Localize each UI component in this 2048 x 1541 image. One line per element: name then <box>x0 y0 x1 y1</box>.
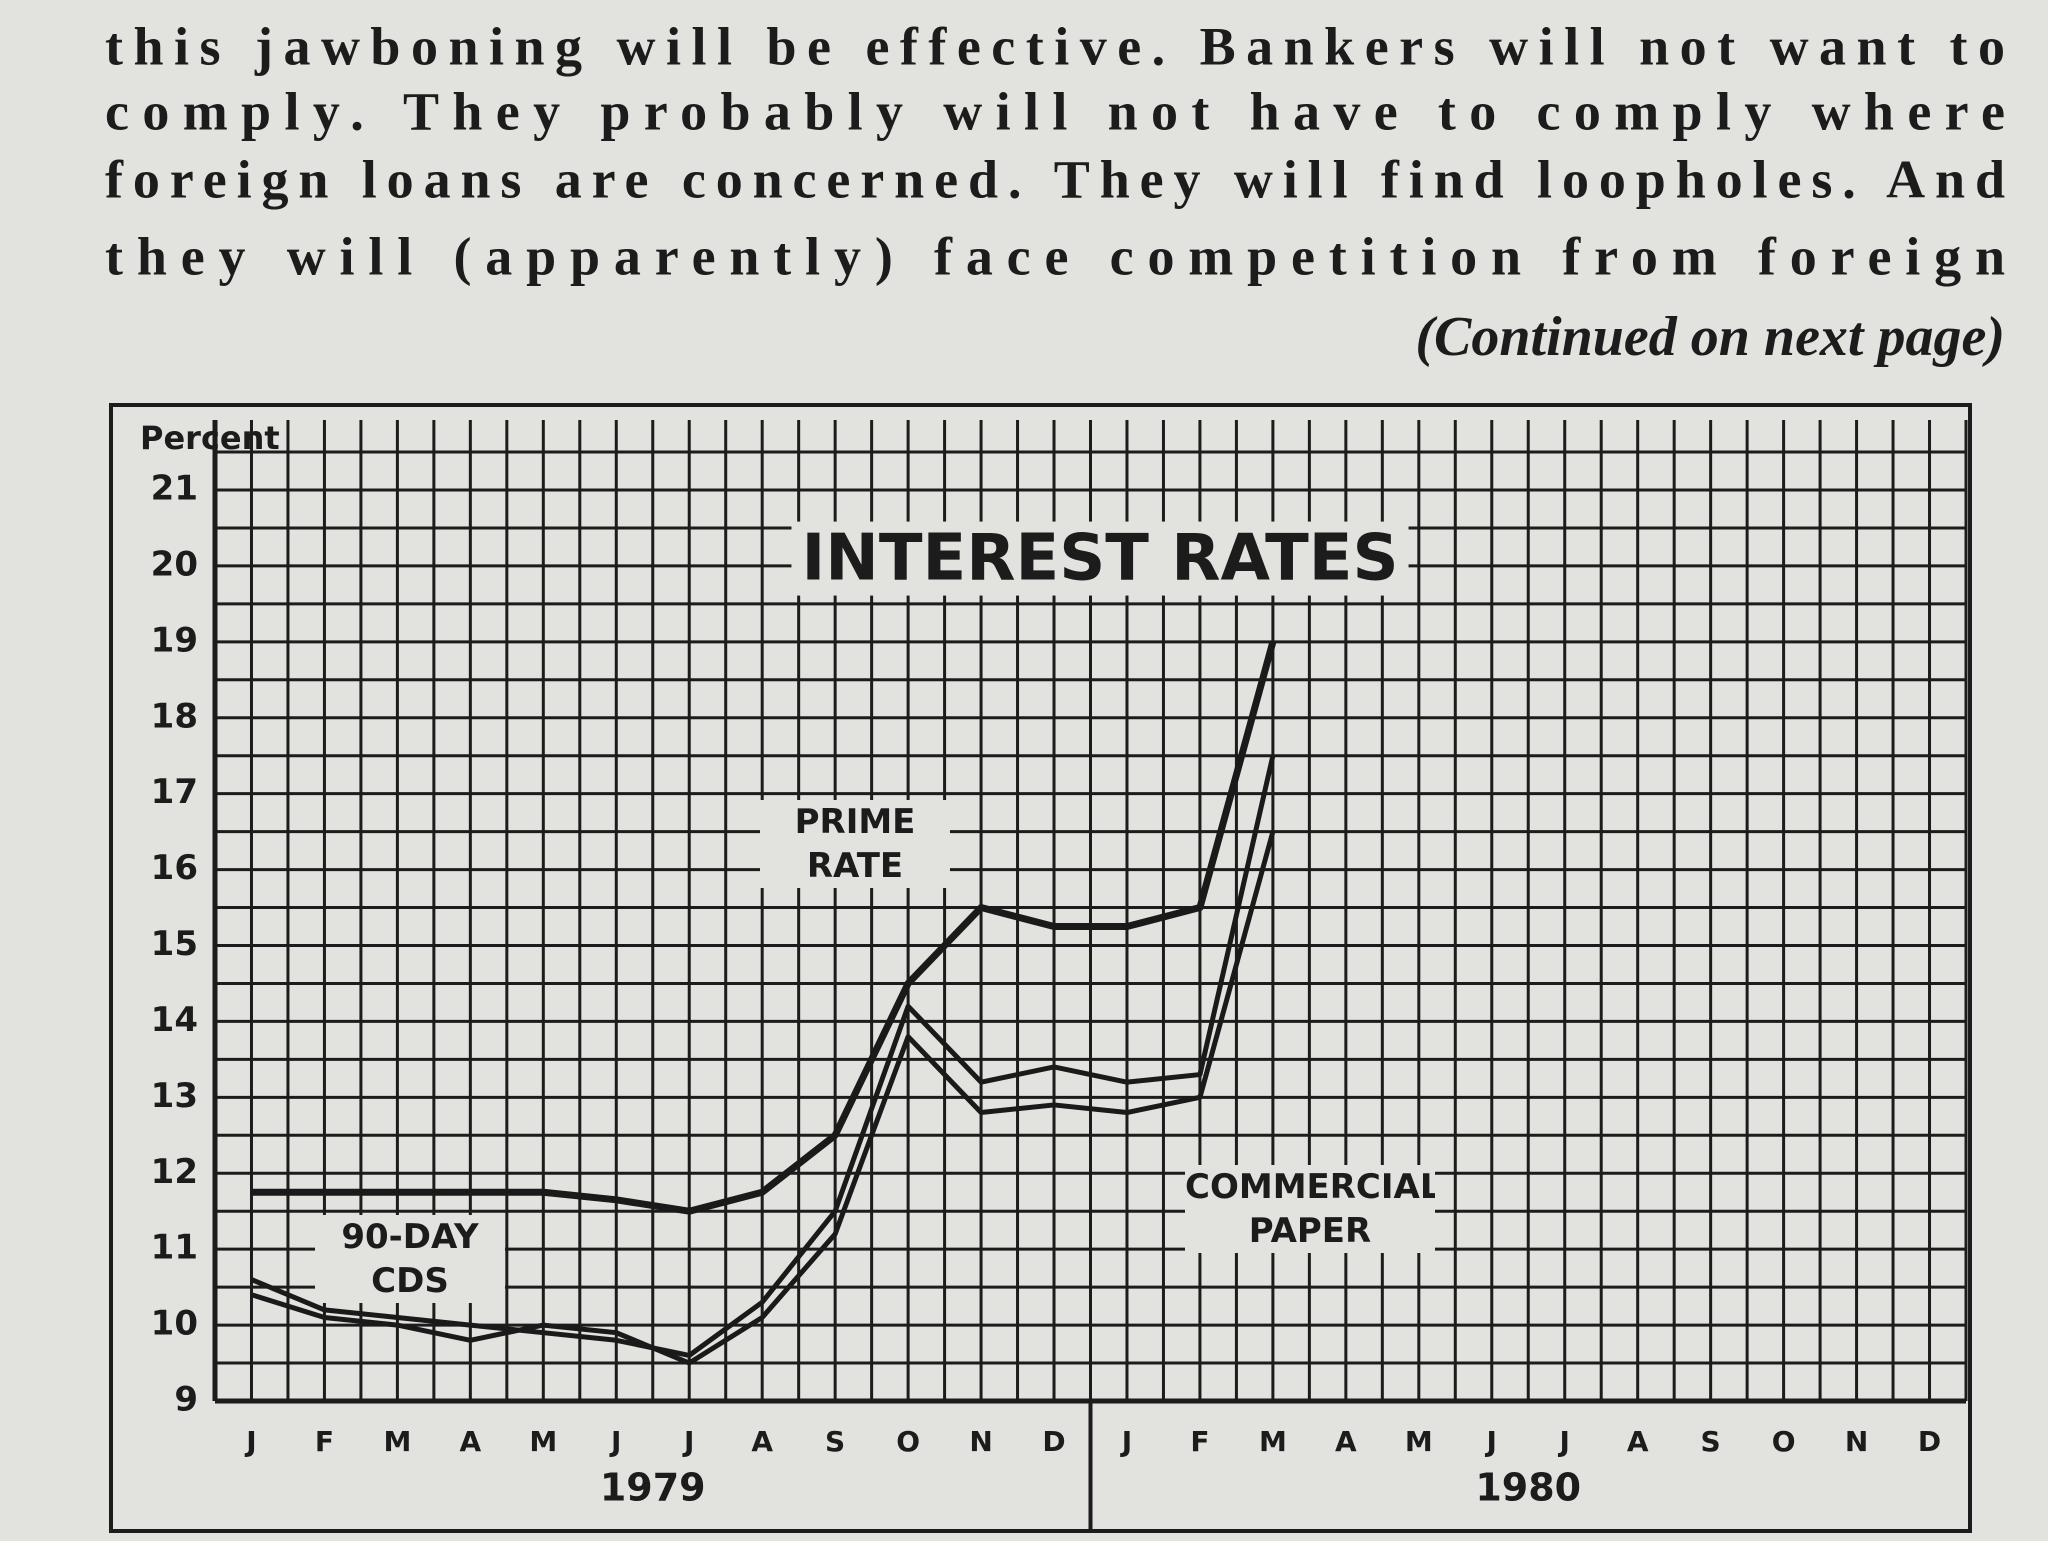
continued-note: (Continued on next page) <box>1415 306 2005 368</box>
plot <box>250 640 1277 1366</box>
y-tick-label: 17 <box>151 772 198 812</box>
series-line <box>250 830 1276 1366</box>
chart-frame <box>109 403 1972 1533</box>
x-tick-label: J <box>1558 1425 1570 1458</box>
series-label: COMMERCIAL PAPER <box>1185 1165 1435 1254</box>
y-tick-label: 16 <box>151 848 198 888</box>
x-tick-label: D <box>1042 1425 1065 1458</box>
x-tick-label: S <box>825 1425 845 1458</box>
y-tick-label: 13 <box>151 1076 198 1116</box>
labels: INTEREST RATES PRIME RATE 90-DAY CDS COMMER… <box>315 521 1435 1304</box>
y-tick-label: 12 <box>151 1152 198 1192</box>
x-tick-label: J <box>682 1425 694 1458</box>
x-tick-label: J <box>609 1425 621 1458</box>
series-label-box: 90-DAY CDS <box>315 1215 505 1304</box>
y-tick-label: 15 <box>151 924 198 964</box>
x-tick-label: A <box>1627 1425 1649 1458</box>
y-tick-label: 20 <box>151 544 198 584</box>
x-tick-label: M <box>1259 1425 1287 1458</box>
title-background <box>791 521 1409 596</box>
paragraph-line: they will (apparently) face competition … <box>105 226 2005 286</box>
x-tick-label: J <box>244 1425 256 1458</box>
series-label-box: COMMERCIAL PAPER <box>1185 1165 1435 1254</box>
y-tick-label: 14 <box>151 1000 198 1040</box>
paragraph-line: comply. They probably will not have to c… <box>105 81 2005 141</box>
x-tick-label: J <box>1485 1425 1497 1458</box>
x-tick-label: N <box>1845 1425 1868 1458</box>
series-line <box>250 755 1276 1358</box>
x-tick-label: A <box>1335 1425 1357 1458</box>
paragraph-line: this jawboning will be effective. Banker… <box>105 16 2005 76</box>
grid: 9 10 11 12 13 14 15 16 17 18 19 20 21 Percent J F M A M J J A… <box>140 419 1968 1531</box>
y-tick-label: 9 <box>174 1380 198 1420</box>
year-label: 1979 <box>600 1466 706 1510</box>
x-tick-label: J <box>1120 1425 1132 1458</box>
x-tick-label: F <box>315 1425 334 1458</box>
x-tick-label: O <box>896 1425 920 1458</box>
x-tick-label: A <box>460 1425 482 1458</box>
y-tick-label: 19 <box>151 620 198 660</box>
x-tick-label: F <box>1190 1425 1209 1458</box>
x-tick-label: M <box>383 1425 411 1458</box>
y-tick-label: 18 <box>151 696 198 736</box>
y-axis-label: Percent <box>140 419 280 457</box>
y-tick-label: 11 <box>151 1228 198 1268</box>
year-label: 1980 <box>1475 1466 1581 1510</box>
x-tick-label: A <box>751 1425 773 1458</box>
series-label: PRIME RATE <box>760 800 950 889</box>
x-tick-label: O <box>1772 1425 1796 1458</box>
paragraph-line: foreign loans are concerned. They will f… <box>105 149 2005 209</box>
series-label: 90-DAY CDS <box>315 1215 505 1304</box>
series-label-box: PRIME RATE <box>760 800 950 889</box>
series-line <box>251 640 1277 1215</box>
y-tick-label: 10 <box>151 1304 198 1344</box>
chart-title: INTEREST RATES <box>801 522 1398 596</box>
y-tick-label: 21 <box>151 469 198 509</box>
x-tick-label: N <box>969 1425 992 1458</box>
x-tick-label: M <box>1405 1425 1433 1458</box>
x-tick-label: M <box>529 1425 557 1458</box>
x-tick-label: S <box>1701 1425 1721 1458</box>
x-tick-label: D <box>1918 1425 1941 1458</box>
